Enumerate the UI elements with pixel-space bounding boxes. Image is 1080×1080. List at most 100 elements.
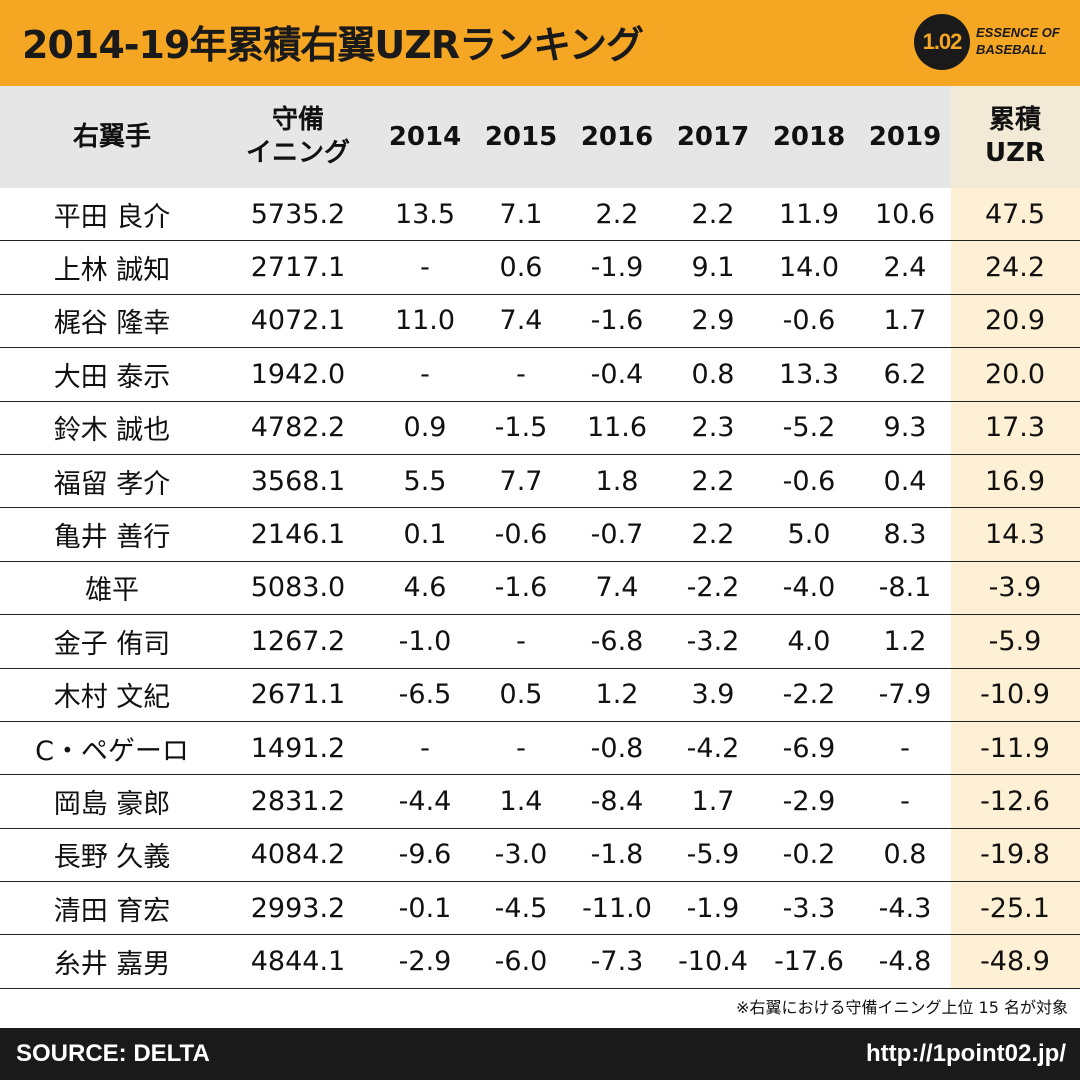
table-row: 亀井 善行 2146.1 0.1 -0.6 -0.7 2.2 5.0 8.3 14.3 [0,508,1080,562]
table-row: 上林 誠知 2717.1 - 0.6 -1.9 9.1 14.0 2.4 24.2 [0,241,1080,295]
col-2018-cell: 14.0 [778,252,840,284]
uzr-cell-highlight [951,508,1080,561]
col-2018-cell: -4.0 [782,572,836,604]
col-2016-cell: -0.8 [590,732,644,764]
table-row: 雄平 5083.0 4.6 -1.6 7.4 -2.2 -4.0 -8.1 -3.9 [0,561,1080,616]
col-2015-cell: 7.7 [499,465,543,497]
header-col-uzr-total: 累積 UZR [985,105,1045,168]
col-2019-cell: 10.6 [874,198,936,230]
uzr-cell-highlight [951,561,1080,615]
col-2015-cell: -0.6 [494,519,548,551]
col-2014-cell: -1.0 [398,625,452,657]
col-2017-cell: -4.2 [686,732,740,764]
col-player-cell: 木村 文紀 [53,682,171,714]
col-2015-cell: 1.4 [499,785,543,817]
col-2015-cell: 0.6 [499,252,543,284]
col-2016-cell: -0.7 [590,519,644,551]
col-innings-cell: 4084.2 [250,839,346,871]
col-2014-cell: -0.1 [398,892,452,924]
col-innings-cell: 2831.2 [250,785,346,817]
col-2018-cell: -0.2 [782,839,836,871]
header-col-innings: 守備 イニング [245,105,350,168]
col-2017-cell: 2.2 [691,519,735,551]
col-2018-cell: -3.3 [782,892,836,924]
table-row: 梶谷 隆幸 4072.1 11.0 7.4 -1.6 2.9 -0.6 1.7 20.9 [0,294,1080,349]
col-player-cell: 鈴木 誠也 [53,415,171,447]
col-2018-cell: 13.3 [778,358,840,390]
col-2017-cell: -10.4 [678,946,748,978]
page-title: 2014-19年累積右翼UZRランキング [22,23,644,67]
table-row: 平田 良介 5735.2 13.5 7.1 2.2 2.2 11.9 10.6 47.5 [0,188,1080,242]
table-row: 清田 育宏 2993.2 -0.1 -4.5 -11.0 -1.9 -3.3 -4.3 -25.… [0,882,1080,936]
uzr-cell-highlight [951,882,1080,935]
col-innings-cell: 2671.1 [250,679,346,711]
table-row: 金子 侑司 1267.2 -1.0 - -6.8 -3.2 4.0 1.2 -5.9 [0,615,1080,669]
logo-text: ESSENCE OF BASEBALL [976,24,1060,58]
col-2017-cell: 3.9 [691,679,735,711]
col-uzr-total-cell: 47.5 [984,198,1046,230]
col-2015-cell: -4.5 [494,892,548,924]
col-2016-cell: 11.6 [586,412,648,444]
col-2019-cell: - [900,732,910,764]
col-2017-cell: -1.9 [686,892,740,924]
col-2016-cell: 2.2 [595,198,639,230]
col-player-cell: 福留 孝介 [53,468,171,500]
col-2014-cell: -4.4 [398,785,452,817]
col-2014-cell: 0.9 [403,412,447,444]
col-innings-cell: 2993.2 [250,892,346,924]
col-2014-cell: 4.6 [403,572,447,604]
col-2018-cell: -17.6 [774,946,844,978]
col-player-cell: 岡島 豪郎 [53,788,171,820]
logo: 1.02 ESSENCE OF BASEBALL [914,14,1064,72]
col-2016-cell: -7.3 [590,946,644,978]
col-2016-cell: 1.8 [595,465,639,497]
col-uzr-total-cell: -5.9 [988,625,1042,657]
col-uzr-total-cell: 20.0 [984,358,1046,390]
col-2017-cell: 2.3 [691,412,735,444]
col-2014-cell: 5.5 [403,465,447,497]
col-2015-cell: -1.6 [494,572,548,604]
col-2016-cell: -0.4 [590,358,644,390]
col-2014-cell: - [420,732,430,764]
col-2019-cell: -8.1 [878,572,932,604]
col-2015-cell: 0.5 [499,679,543,711]
col-2019-cell: 6.2 [883,358,927,390]
col-2019-cell: 9.3 [883,412,927,444]
ranking-table: 平田 良介 5735.2 13.5 7.1 2.2 2.2 11.9 10.6 47.5 上林 誠… [0,188,1080,989]
uzr-cell-highlight [951,668,1080,721]
logo-line-1: ESSENCE OF [976,25,1060,40]
col-player-cell: 亀井 善行 [53,522,171,554]
col-player-cell: 長野 久義 [53,842,171,874]
col-2018-cell: -5.2 [782,412,836,444]
col-2019-cell: 0.8 [883,839,927,871]
header-col-player: 右翼手 [72,121,151,152]
col-player-cell: 平田 良介 [53,201,171,233]
col-innings-cell: 2146.1 [250,519,346,551]
col-uzr-total-cell: -11.9 [980,732,1050,764]
table-row: 鈴木 誠也 4782.2 0.9 -1.5 11.6 2.3 -5.2 9.3 17.3 [0,401,1080,455]
col-2014-cell: -9.6 [398,839,452,871]
col-2016-cell: 7.4 [595,572,639,604]
col-player-cell: 雄平 [85,575,139,607]
col-2019-cell: 2.4 [883,252,927,284]
col-2015-cell: 7.4 [499,305,543,337]
col-innings-cell: 3568.1 [250,465,346,497]
col-2016-cell: -6.8 [590,625,644,657]
col-player-cell: 清田 育宏 [53,895,171,927]
col-2016-cell: -1.6 [590,305,644,337]
uzr-cell-highlight [951,775,1080,828]
col-2014-cell: 11.0 [394,305,456,337]
col-2018-cell: 5.0 [787,519,831,551]
table-row: 大田 泰示 1942.0 - - -0.4 0.8 13.3 6.2 20.0 [0,348,1080,402]
col-2018-cell: -0.6 [782,465,836,497]
col-uzr-total-cell: 17.3 [984,412,1046,444]
col-innings-cell: 2717.1 [250,252,346,284]
col-uzr-total-cell: 14.3 [984,519,1046,551]
col-2014-cell: - [420,358,430,390]
uzr-cell-highlight [951,294,1080,348]
col-player-cell: 大田 泰示 [53,361,171,393]
col-uzr-total-cell: -3.9 [988,572,1042,604]
uzr-cell-highlight [951,401,1080,454]
col-uzr-total-cell: 20.9 [984,305,1046,337]
col-2018-cell: 11.9 [778,198,840,230]
